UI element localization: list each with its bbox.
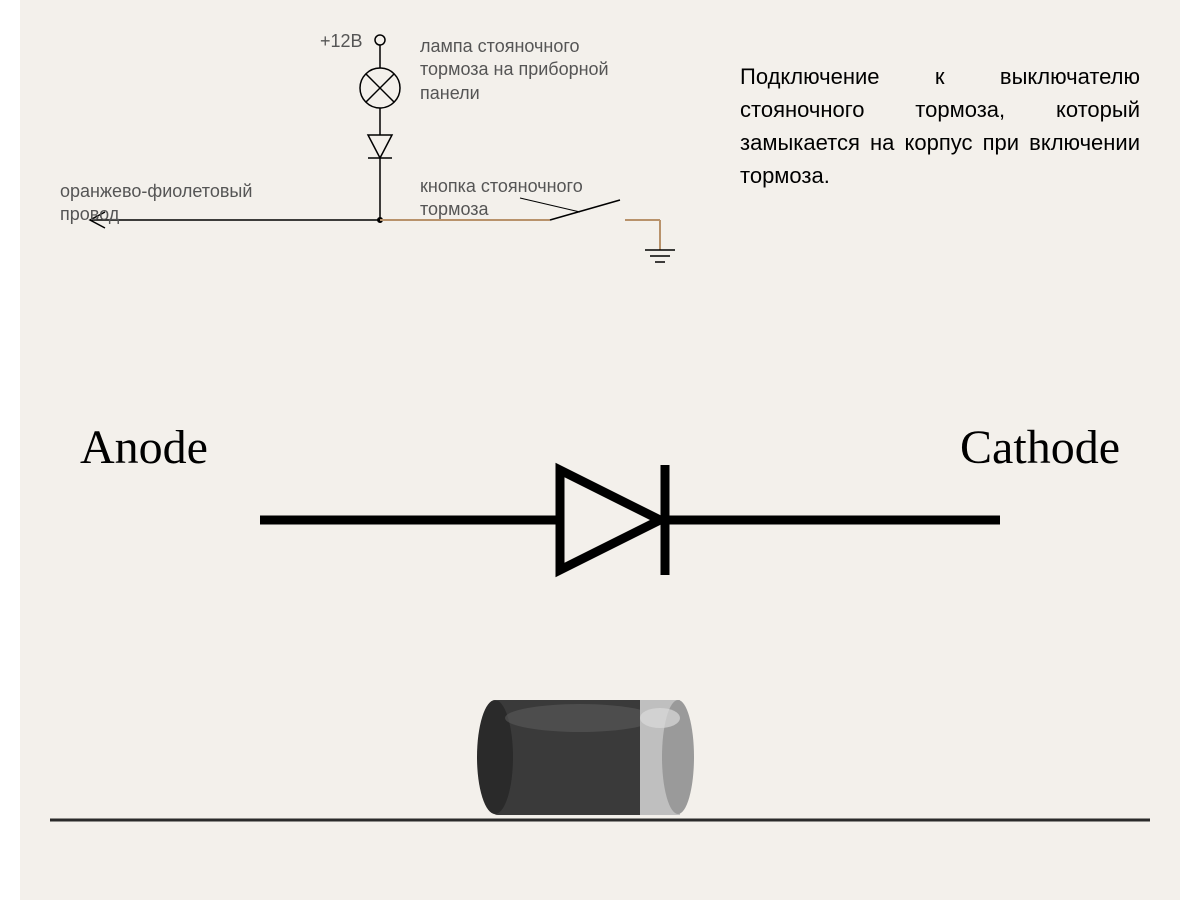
- circuit-diagram: +12В лампа стояночного тормоза на прибор…: [60, 20, 710, 280]
- diode-symbol-section: Anode Cathode: [60, 420, 1140, 620]
- connection-description: Подключение к выключателю стояночного то…: [740, 60, 1140, 192]
- wire-color-label: оранжево-фиолетовый провод: [60, 180, 280, 227]
- anode-label: Anode: [80, 420, 208, 475]
- page-container: +12В лампа стояночного тормоза на прибор…: [20, 0, 1180, 900]
- voltage-label: +12В: [320, 30, 363, 53]
- brake-button-label: кнопка стояночного тормоза: [420, 175, 620, 222]
- diode-symbol-svg: [260, 450, 1000, 610]
- physical-component-section: [60, 660, 1140, 840]
- physical-diode-svg: [50, 660, 1150, 840]
- lamp-description-label: лампа стояночного тормоза на приборной п…: [420, 35, 620, 105]
- top-section: +12В лампа стояночного тормоза на прибор…: [60, 20, 1140, 300]
